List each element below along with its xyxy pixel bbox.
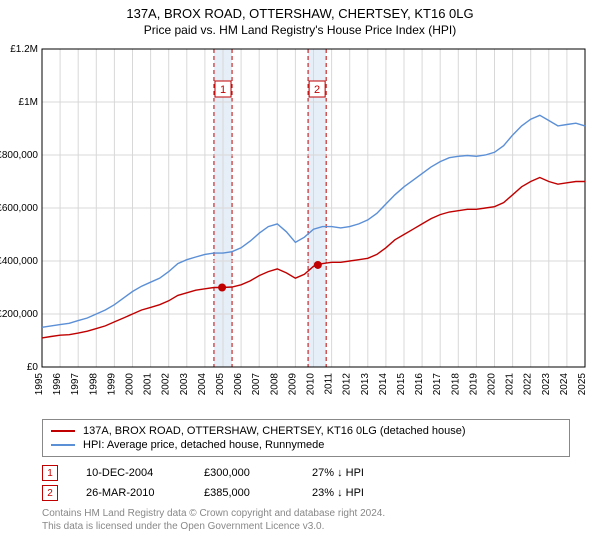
svg-text:2012: 2012 xyxy=(342,373,353,396)
svg-text:2005: 2005 xyxy=(215,373,226,396)
svg-text:£600,000: £600,000 xyxy=(0,203,38,214)
svg-text:2007: 2007 xyxy=(251,373,262,396)
svg-text:1: 1 xyxy=(220,84,226,96)
svg-text:2010: 2010 xyxy=(306,373,317,396)
legend-swatch-series1 xyxy=(51,430,75,432)
svg-text:2019: 2019 xyxy=(468,373,479,396)
legend-row-series1: 137A, BROX ROAD, OTTERSHAW, CHERTSEY, KT… xyxy=(51,424,561,438)
svg-text:£0: £0 xyxy=(27,362,39,373)
svg-text:2024: 2024 xyxy=(559,373,570,396)
svg-text:2009: 2009 xyxy=(287,373,298,396)
svg-text:2013: 2013 xyxy=(360,373,371,396)
svg-text:2025: 2025 xyxy=(577,373,588,396)
sales-table: 1 10-DEC-2004 £300,000 27% ↓ HPI 2 26-MA… xyxy=(42,463,570,503)
svg-text:2017: 2017 xyxy=(432,373,443,396)
sale-price-2: £385,000 xyxy=(204,487,284,499)
footer-line-1: Contains HM Land Registry data © Crown c… xyxy=(42,507,570,520)
svg-text:2020: 2020 xyxy=(487,373,498,396)
svg-text:£400,000: £400,000 xyxy=(0,256,38,267)
legend-row-series2: HPI: Average price, detached house, Runn… xyxy=(51,438,561,452)
svg-text:£1.2M: £1.2M xyxy=(10,44,38,55)
svg-text:£200,000: £200,000 xyxy=(0,309,38,320)
chart-svg: £0 £200,000 £400,000 £600,000 £800,000 £1M £1.… xyxy=(0,41,600,411)
sale-date-2: 26-MAR-2010 xyxy=(86,487,176,499)
chart-title: 137A, BROX ROAD, OTTERSHAW, CHERTSEY, KT… xyxy=(0,0,600,21)
legend-swatch-series2 xyxy=(51,444,75,446)
svg-text:2011: 2011 xyxy=(324,373,335,395)
svg-text:1999: 1999 xyxy=(106,373,117,396)
svg-text:2015: 2015 xyxy=(396,373,407,396)
sale-delta-2: 23% ↓ HPI xyxy=(312,487,402,499)
svg-text:2001: 2001 xyxy=(143,373,154,396)
footer: Contains HM Land Registry data © Crown c… xyxy=(42,507,570,533)
legend-label-series2: HPI: Average price, detached house, Runn… xyxy=(83,439,324,451)
svg-text:2008: 2008 xyxy=(269,373,280,396)
sale-date-1: 10-DEC-2004 xyxy=(86,467,176,479)
sale-price-1: £300,000 xyxy=(204,467,284,479)
sale-marker-1: 1 xyxy=(42,465,58,481)
legend-label-series1: 137A, BROX ROAD, OTTERSHAW, CHERTSEY, KT… xyxy=(83,425,466,437)
chart-plot-area: £0 £200,000 £400,000 £600,000 £800,000 £1M £1.… xyxy=(0,41,600,411)
svg-text:2022: 2022 xyxy=(523,373,534,396)
svg-text:2003: 2003 xyxy=(179,373,190,396)
svg-text:2014: 2014 xyxy=(378,373,389,396)
svg-text:1996: 1996 xyxy=(52,373,63,396)
svg-text:2016: 2016 xyxy=(414,373,425,396)
sale-delta-1: 27% ↓ HPI xyxy=(312,467,402,479)
svg-text:2023: 2023 xyxy=(541,373,552,396)
svg-text:2004: 2004 xyxy=(197,373,208,396)
legend: 137A, BROX ROAD, OTTERSHAW, CHERTSEY, KT… xyxy=(42,419,570,457)
svg-text:2000: 2000 xyxy=(125,373,136,396)
svg-text:£800,000: £800,000 xyxy=(0,150,38,161)
sale-marker-2: 2 xyxy=(42,485,58,501)
sale-row-1: 1 10-DEC-2004 £300,000 27% ↓ HPI xyxy=(42,463,570,483)
chart-subtitle: Price paid vs. HM Land Registry's House … xyxy=(0,21,600,41)
svg-text:1995: 1995 xyxy=(34,373,45,396)
svg-text:1998: 1998 xyxy=(88,373,99,396)
svg-text:2006: 2006 xyxy=(233,373,244,396)
sale-row-2: 2 26-MAR-2010 £385,000 23% ↓ HPI xyxy=(42,483,570,503)
svg-text:1997: 1997 xyxy=(70,373,81,396)
footer-line-2: This data is licensed under the Open Gov… xyxy=(42,520,570,533)
chart-container: 137A, BROX ROAD, OTTERSHAW, CHERTSEY, KT… xyxy=(0,0,600,533)
svg-text:2002: 2002 xyxy=(161,373,172,396)
svg-text:2018: 2018 xyxy=(450,373,461,396)
svg-text:2: 2 xyxy=(314,84,320,96)
svg-text:£1M: £1M xyxy=(19,97,38,108)
svg-text:2021: 2021 xyxy=(505,373,516,396)
